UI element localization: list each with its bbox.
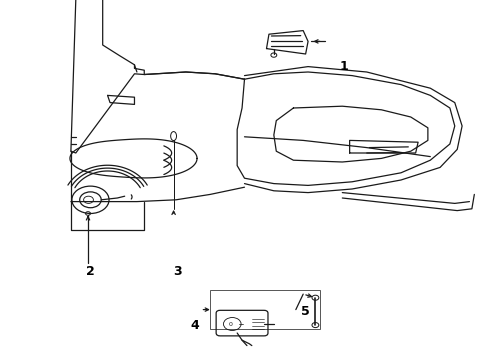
Bar [210, 290, 320, 329]
Text: 0: 0 [228, 322, 232, 327]
Text: 2: 2 [85, 265, 94, 278]
Text: 3: 3 [173, 265, 182, 278]
Text: 4: 4 [190, 319, 199, 332]
Text: 5: 5 [300, 305, 309, 318]
Text: 1: 1 [339, 60, 348, 73]
